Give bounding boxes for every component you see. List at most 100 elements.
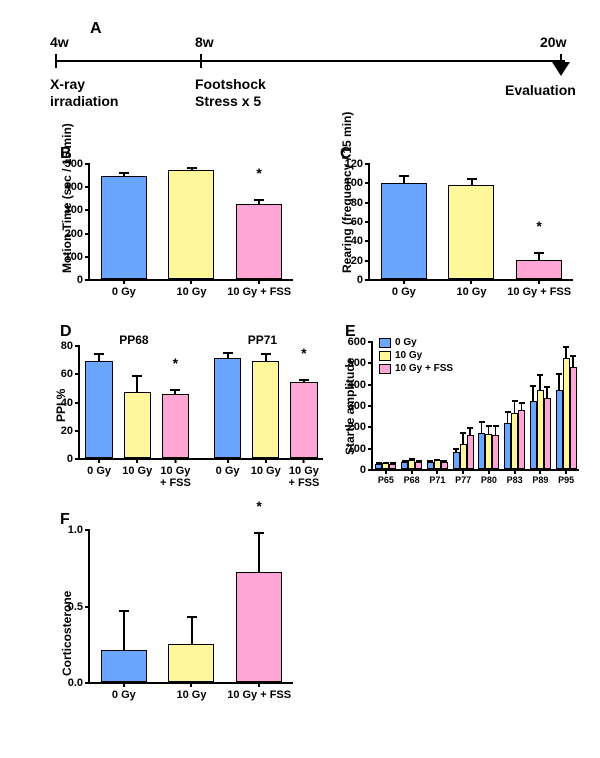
- error-bar: [436, 459, 438, 461]
- panel-c-plot: 020406080100120Rearing (frequency / 15 m…: [368, 163, 573, 281]
- bar: [460, 444, 467, 469]
- error-bar: [123, 610, 125, 650]
- bar: [252, 361, 279, 458]
- timeline-tick-4w: [55, 54, 57, 68]
- y-axis-label: Corticosterone: [60, 591, 74, 676]
- panel-d-chart: 020406080PPI %0 Gy10 Gy*10 Gy + FSS0 Gy1…: [40, 333, 330, 503]
- bar: [124, 392, 151, 458]
- x-tick: 10 Gy + FSS: [288, 458, 319, 489]
- error-bar: [385, 462, 387, 463]
- error-bar: [265, 353, 267, 360]
- error-bar: [488, 425, 490, 435]
- y-tick: 60: [61, 368, 80, 380]
- x-tick: 10 Gy: [177, 279, 207, 298]
- legend-swatch: [379, 351, 391, 361]
- timeline-tick-8w: [200, 54, 202, 68]
- x-tick: 10 Gy + FSS: [227, 279, 291, 298]
- bar: [381, 183, 427, 279]
- row-bc: B C 0100200300400500Motion Time (sec / 1…: [40, 145, 580, 315]
- x-tick: P80: [481, 469, 497, 486]
- bar: [401, 462, 408, 469]
- y-tick: 80: [61, 340, 80, 352]
- x-tick: 0 Gy: [112, 682, 136, 701]
- bar: [236, 572, 282, 682]
- panel-b-chart: 0100200300400500Motion Time (sec / 15 mi…: [40, 155, 300, 315]
- bar: [101, 650, 147, 682]
- bar: [556, 390, 563, 469]
- error-bar: [481, 421, 483, 433]
- bar: [427, 462, 434, 469]
- bar: [290, 382, 317, 458]
- x-tick: 0 Gy: [112, 279, 136, 298]
- bar: [492, 435, 499, 469]
- panel-a: A 4w 8w 20w X-ray irradiation Footshock …: [40, 20, 580, 130]
- y-tick: 0.0: [68, 677, 90, 689]
- footshock-label: Footshock Stress x 5: [195, 76, 266, 110]
- timeline-label-8w: 8w: [195, 34, 214, 50]
- y-tick: 0: [360, 464, 373, 476]
- xray-line1: X-ray: [50, 76, 85, 92]
- bar: [563, 358, 570, 469]
- x-tick: P89: [532, 469, 548, 486]
- error-bar: [495, 425, 497, 435]
- significance-star: *: [256, 498, 261, 514]
- error-bar: [258, 199, 260, 203]
- bar: [168, 170, 214, 279]
- bar: [162, 394, 189, 458]
- x-tick: 10 Gy + FSS: [227, 682, 291, 701]
- row-de: D E 020406080PPI %0 Gy10 Gy*10 Gy + FSS0…: [40, 323, 580, 503]
- x-tick: P68: [404, 469, 420, 486]
- timeline-label-4w: 4w: [50, 34, 69, 50]
- y-axis-label: Startle amplitude: [343, 358, 357, 455]
- section-label: PP71: [248, 333, 277, 347]
- error-bar: [521, 402, 523, 411]
- error-bar: [303, 379, 305, 382]
- error-bar: [429, 460, 431, 462]
- panel-f-plot: 0.00.51.0Corticosterone0 Gy10 Gy*10 Gy +…: [88, 529, 293, 684]
- error-bar: [558, 373, 560, 390]
- error-bar: [455, 448, 457, 452]
- significance-star: *: [173, 355, 178, 371]
- fs-line2: Stress x 5: [195, 93, 261, 109]
- bar: [85, 361, 112, 458]
- error-bar: [191, 616, 193, 644]
- error-bar: [378, 462, 380, 463]
- bar: [570, 367, 577, 469]
- panel-a-label: A: [90, 20, 102, 38]
- error-bar: [572, 355, 574, 367]
- error-bar: [404, 460, 406, 462]
- panel-f-chart: 0.00.51.0Corticosterone0 Gy10 Gy*10 Gy +…: [40, 521, 310, 721]
- bar: [537, 390, 544, 469]
- error-bar: [443, 460, 445, 462]
- bar: [504, 423, 511, 469]
- y-tick: 0: [77, 274, 90, 286]
- bar: [518, 410, 525, 469]
- error-bar: [227, 352, 229, 358]
- x-tick: 10 Gy: [457, 279, 487, 298]
- error-bar: [123, 172, 125, 176]
- x-tick: 10 Gy: [122, 458, 152, 477]
- error-bar: [462, 432, 464, 444]
- section-label: PP68: [119, 333, 148, 347]
- y-axis-label: Rearing (frequency / 15 min): [340, 112, 354, 273]
- panel-e-chart: 0100200300400500600Startle amplitudeP65P…: [335, 333, 585, 503]
- x-tick: P65: [378, 469, 394, 486]
- bar: [415, 462, 422, 469]
- error-bar: [507, 411, 509, 423]
- x-tick: P95: [558, 469, 574, 486]
- figure-root: A 4w 8w 20w X-ray irradiation Footshock …: [0, 0, 600, 731]
- panel-e-plot: 0100200300400500600Startle amplitudeP65P…: [371, 341, 579, 471]
- significance-star: *: [536, 218, 541, 234]
- y-tick: 0: [357, 274, 370, 286]
- bar: [511, 413, 518, 469]
- error-bar: [469, 427, 471, 434]
- legend-item: 10 Gy: [379, 350, 453, 361]
- error-bar: [392, 462, 394, 463]
- row-f: F 0.00.51.0Corticosterone0 Gy10 Gy*10 Gy…: [40, 511, 580, 721]
- bar: [516, 260, 562, 279]
- bar: [168, 644, 214, 682]
- x-tick: P71: [429, 469, 445, 486]
- error-bar: [191, 167, 193, 170]
- bar: [448, 185, 494, 279]
- error-bar: [403, 175, 405, 184]
